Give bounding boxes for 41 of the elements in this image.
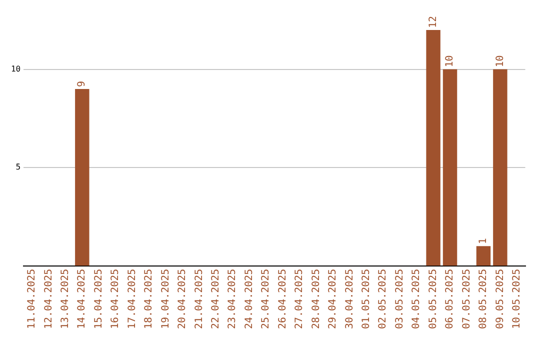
data-label: 10 [444, 55, 456, 68]
x-tick-label: 19.04.2025 [160, 268, 172, 330]
data-label: 9 [76, 80, 88, 87]
x-tick-label: 25.04.2025 [260, 268, 272, 330]
x-tick-label: 21.04.2025 [194, 268, 205, 330]
x-tick-label: 13.04.2025 [60, 268, 72, 330]
data-label: 10 [494, 55, 506, 68]
x-tick-label: 09.05.2025 [494, 268, 506, 330]
x-tick-label: 28.04.2025 [310, 268, 322, 330]
y-tick-label: 5 [16, 162, 21, 172]
bar [442, 69, 458, 266]
x-tick-label: 08.05.2025 [478, 268, 490, 330]
x-tick-label: 06.05.2025 [444, 268, 456, 330]
x-tick-label: 17.04.2025 [126, 268, 138, 330]
bar [476, 246, 491, 266]
x-tick-label: 20.04.2025 [177, 268, 188, 330]
x-tick-label: 11.04.2025 [26, 268, 38, 330]
x-tick-label: 15.04.2025 [93, 268, 104, 330]
x-tick-label: 02.05.2025 [378, 268, 389, 330]
data-label: 12 [428, 16, 439, 28]
x-tick-label: 22.04.2025 [210, 268, 222, 330]
x-tick-label: 24.04.2025 [244, 268, 255, 330]
bar [75, 88, 90, 266]
x-tick-label: 12.04.2025 [43, 268, 54, 330]
x-tick-label: 10.05.2025 [511, 268, 522, 330]
x-tick-label: 05.05.2025 [428, 268, 439, 330]
x-tick-label: 07.05.2025 [461, 268, 472, 330]
x-tick-label: 18.04.2025 [144, 268, 155, 330]
x-tick-label: 30.04.2025 [344, 268, 356, 330]
x-tick-label: 29.04.2025 [328, 268, 339, 330]
x-tick-label: 27.04.2025 [294, 268, 306, 330]
x-tick-label: 01.05.2025 [361, 268, 372, 330]
x-tick-label: 26.04.2025 [277, 268, 288, 330]
bar [426, 30, 440, 266]
x-tick-label: 14.04.2025 [76, 268, 88, 330]
x-tick-label: 04.05.2025 [411, 268, 422, 330]
x-tick-label: 16.04.2025 [110, 268, 122, 330]
bar [493, 69, 508, 266]
x-tick-label: 03.05.2025 [394, 268, 406, 330]
x-tick-label: 23.04.2025 [227, 268, 238, 330]
data-label: 1 [478, 238, 490, 244]
